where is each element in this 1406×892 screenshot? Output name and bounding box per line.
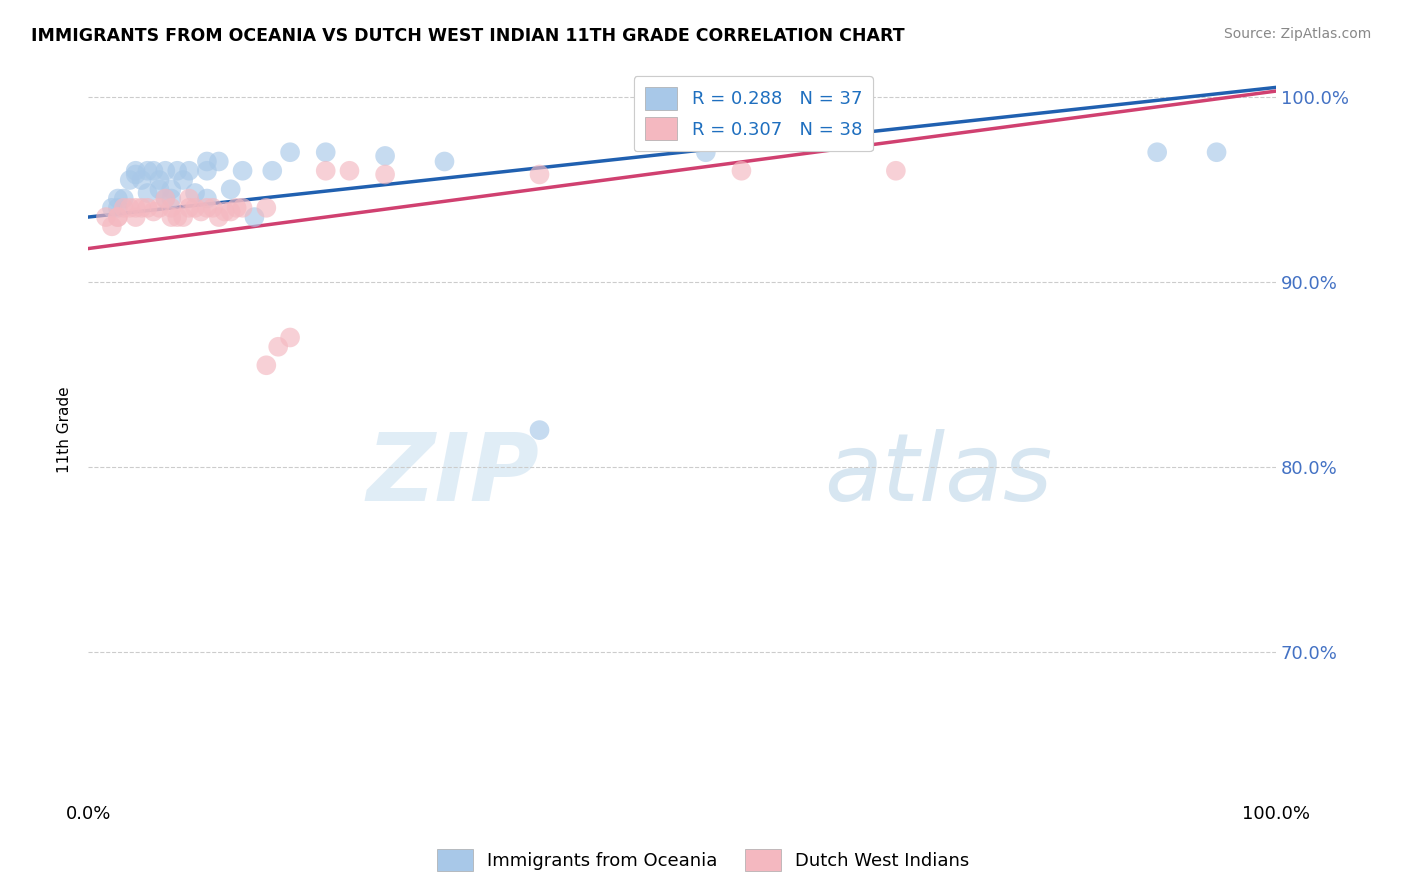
- Point: [208, 210, 231, 224]
- Point: [1205, 145, 1227, 160]
- Point: [94, 210, 117, 224]
- Point: [160, 210, 183, 224]
- Point: [107, 192, 129, 206]
- Point: [124, 210, 146, 224]
- Point: [339, 163, 361, 178]
- Point: [374, 149, 396, 163]
- Point: [1146, 145, 1168, 160]
- Point: [374, 168, 396, 182]
- Point: [155, 192, 177, 206]
- Point: [267, 340, 290, 354]
- Point: [225, 201, 247, 215]
- Point: [124, 201, 146, 215]
- Point: [208, 154, 231, 169]
- Point: [118, 201, 141, 215]
- Point: [190, 204, 212, 219]
- Point: [433, 154, 456, 169]
- Point: [278, 330, 301, 344]
- Point: [136, 163, 159, 178]
- Point: [219, 182, 242, 196]
- Point: [214, 204, 236, 219]
- Point: [155, 192, 177, 206]
- Point: [232, 201, 254, 215]
- Legend: R = 0.288   N = 37, R = 0.307   N = 38: R = 0.288 N = 37, R = 0.307 N = 38: [634, 76, 873, 152]
- Point: [148, 173, 170, 187]
- Point: [166, 163, 188, 178]
- Point: [695, 145, 717, 160]
- Point: [131, 173, 153, 187]
- Text: ZIP: ZIP: [367, 428, 540, 521]
- Point: [172, 210, 194, 224]
- Text: Source: ZipAtlas.com: Source: ZipAtlas.com: [1223, 27, 1371, 41]
- Point: [254, 201, 277, 215]
- Point: [730, 163, 752, 178]
- Point: [243, 210, 266, 224]
- Point: [172, 173, 194, 187]
- Point: [884, 163, 907, 178]
- Point: [142, 204, 165, 219]
- Point: [160, 182, 183, 196]
- Point: [315, 163, 337, 178]
- Point: [315, 145, 337, 160]
- Point: [112, 192, 135, 206]
- Point: [219, 204, 242, 219]
- Point: [107, 210, 129, 224]
- Point: [136, 186, 159, 200]
- Point: [195, 163, 218, 178]
- Point: [131, 201, 153, 215]
- Point: [112, 201, 135, 215]
- Point: [160, 192, 183, 206]
- Y-axis label: 11th Grade: 11th Grade: [58, 387, 72, 474]
- Text: IMMIGRANTS FROM OCEANIA VS DUTCH WEST INDIAN 11TH GRADE CORRELATION CHART: IMMIGRANTS FROM OCEANIA VS DUTCH WEST IN…: [31, 27, 904, 45]
- Point: [195, 192, 218, 206]
- Point: [201, 201, 224, 215]
- Point: [107, 210, 129, 224]
- Legend: Immigrants from Oceania, Dutch West Indians: Immigrants from Oceania, Dutch West Indi…: [429, 842, 977, 879]
- Point: [101, 219, 124, 234]
- Point: [184, 186, 207, 200]
- Point: [148, 182, 170, 196]
- Point: [179, 192, 201, 206]
- Point: [166, 210, 188, 224]
- Point: [195, 201, 218, 215]
- Point: [254, 358, 277, 372]
- Point: [179, 163, 201, 178]
- Point: [118, 173, 141, 187]
- Point: [136, 201, 159, 215]
- Point: [529, 423, 551, 437]
- Point: [278, 145, 301, 160]
- Point: [124, 168, 146, 182]
- Point: [148, 201, 170, 215]
- Point: [232, 163, 254, 178]
- Point: [155, 163, 177, 178]
- Point: [101, 201, 124, 215]
- Point: [195, 154, 218, 169]
- Text: atlas: atlas: [824, 429, 1053, 520]
- Point: [262, 163, 284, 178]
- Point: [107, 201, 129, 215]
- Point: [529, 168, 551, 182]
- Point: [124, 163, 146, 178]
- Point: [184, 201, 207, 215]
- Point: [142, 163, 165, 178]
- Point: [160, 201, 183, 215]
- Point: [179, 201, 201, 215]
